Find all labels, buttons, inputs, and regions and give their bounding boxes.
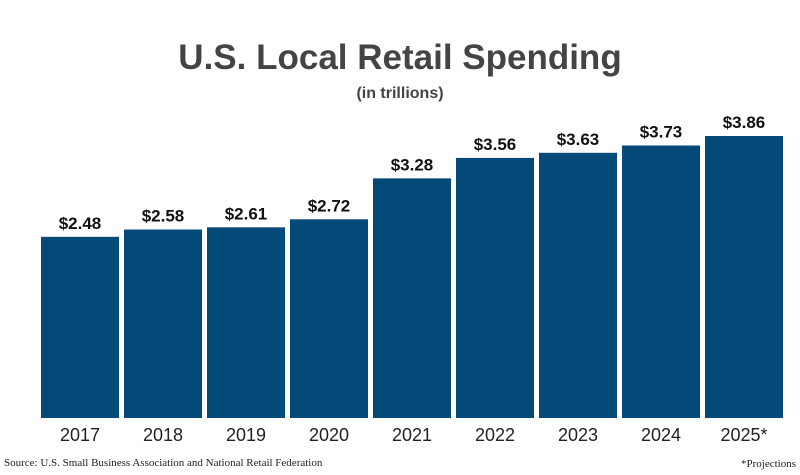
- source: Source: U.S. Small Business Association …: [4, 457, 323, 469]
- value-label: $3.63: [557, 130, 600, 149]
- bar: [207, 227, 285, 418]
- bar: [373, 178, 451, 418]
- value-label: $2.72: [308, 196, 351, 215]
- value-label: $3.73: [640, 122, 683, 141]
- x-tick-label: 2025*: [720, 425, 767, 445]
- x-tick-label: 2018: [143, 425, 183, 445]
- bar: [124, 229, 202, 418]
- bar: [456, 157, 534, 418]
- value-label: $2.48: [59, 214, 102, 233]
- x-tick-label: 2024: [641, 425, 681, 445]
- value-label: $2.61: [225, 204, 268, 223]
- chart-subtitle: (in trillions): [356, 85, 443, 102]
- x-tick-label: 2023: [558, 425, 598, 445]
- x-tick-label: 2021: [392, 425, 432, 445]
- bar: [622, 145, 700, 418]
- bar: [41, 236, 119, 418]
- x-tick-label: 2022: [475, 425, 515, 445]
- value-label: $3.28: [391, 155, 434, 174]
- value-label: $2.58: [142, 207, 185, 226]
- bar: [290, 219, 368, 418]
- x-tick-label: 2017: [60, 425, 100, 445]
- bar: [705, 136, 783, 418]
- bar: [539, 152, 617, 419]
- value-label: $3.56: [474, 135, 517, 154]
- note: *Projections: [741, 458, 796, 470]
- chart-title: U.S. Local Retail Spending: [178, 38, 621, 77]
- x-tick-label: 2019: [226, 425, 266, 445]
- x-tick-label: 2020: [309, 425, 349, 445]
- value-label: $3.86: [723, 113, 766, 132]
